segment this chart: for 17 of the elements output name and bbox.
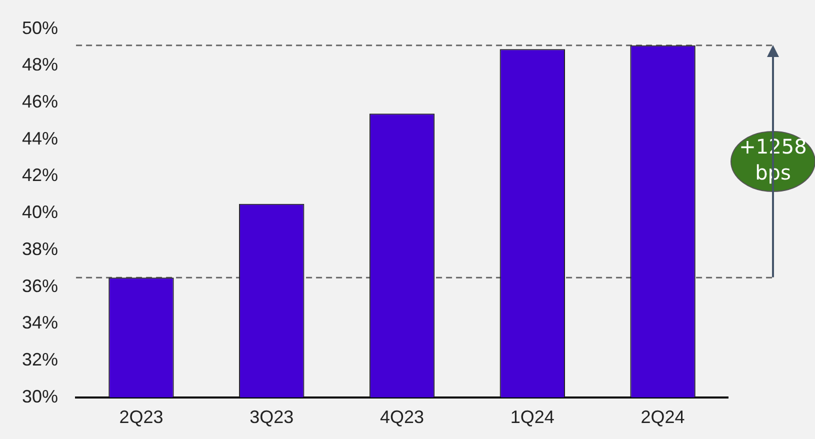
y-tick-label: 44% xyxy=(22,128,58,148)
y-tick-label: 48% xyxy=(22,54,58,75)
y-tick-label: 42% xyxy=(22,165,58,186)
y-tick-label: 38% xyxy=(22,238,58,259)
y-tick-label: 36% xyxy=(22,276,58,296)
x-tick-label: 4Q23 xyxy=(380,407,424,428)
x-tick-label: 2Q24 xyxy=(640,407,685,428)
x-tick-label: 2Q23 xyxy=(119,407,164,428)
y-tick-label: 40% xyxy=(22,202,58,222)
y-tick-label: 50% xyxy=(22,18,58,38)
x-tick-label: 3Q23 xyxy=(250,407,294,428)
y-tick-label: 30% xyxy=(22,386,58,406)
annotation: +1258 bps xyxy=(739,134,807,185)
y-tick-label: 46% xyxy=(22,91,58,112)
x-tick-label: 1Q24 xyxy=(510,407,554,428)
y-tick-label: 34% xyxy=(22,312,58,333)
y-tick-label: 32% xyxy=(22,350,58,370)
